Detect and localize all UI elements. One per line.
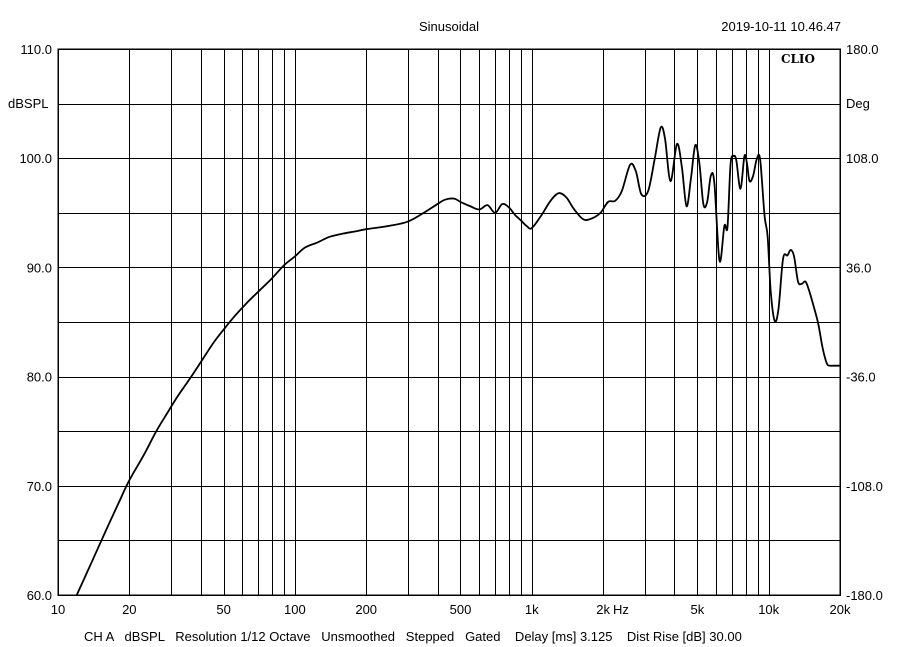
x-tick-label: 100	[284, 602, 306, 617]
x-tick-label: 10	[51, 602, 65, 617]
x-tick-label: 20k	[830, 602, 851, 617]
clio-brand-label: CLIO	[781, 52, 815, 66]
x-axis-unit-label: Hz	[613, 602, 629, 617]
y-tick-label: 100.0	[19, 151, 52, 166]
chart-title: Sinusoidal	[419, 19, 479, 34]
x-tick-label: 5k	[691, 602, 705, 617]
y-tick-label: 70.0	[27, 479, 52, 494]
measurement-settings: CH A dBSPL Resolution 1/12 Octave Unsmoo…	[84, 629, 742, 644]
spl-response-curve	[75, 125, 841, 596]
y2-tick-label: -180.0	[846, 588, 883, 603]
y-tick-label: 60.0	[27, 588, 52, 603]
grid-lines	[58, 49, 840, 595]
x-tick-label: 1k	[525, 602, 539, 617]
x-tick-label: 2k	[596, 602, 610, 617]
y-tick-label: 90.0	[27, 260, 52, 275]
y2-tick-labels: -180.0 -108.0 -36.0 36.0 108.0 180.0	[846, 42, 883, 603]
y2-tick-label: 180.0	[846, 42, 879, 57]
y-tick-label: 110.0	[20, 42, 52, 57]
measurement-timestamp: 2019-10-11 10.46.47	[721, 19, 841, 34]
y-tick-label: 80.0	[27, 370, 52, 385]
x-tick-labels: 10 20 50 100 200 500 1k 2k 5k 10k 20k	[51, 602, 851, 617]
y2-tick-label: 36.0	[846, 260, 871, 275]
plot-frame	[57, 48, 841, 596]
y-tick-labels: 60.0 70.0 80.0 90.0 100.0 110.0	[19, 42, 52, 603]
y-axis-label: dBSPL	[8, 96, 48, 111]
x-tick-label: 20	[122, 602, 136, 617]
x-tick-label: 10k	[758, 602, 779, 617]
x-tick-label: 200	[355, 602, 377, 617]
y2-axis-label: Deg	[846, 96, 870, 111]
y2-tick-label: -108.0	[846, 479, 883, 494]
x-tick-label: 500	[450, 602, 472, 617]
x-tick-label: 50	[216, 602, 230, 617]
y2-tick-label: 108.0	[846, 151, 879, 166]
y2-tick-label: -36.0	[846, 370, 876, 385]
